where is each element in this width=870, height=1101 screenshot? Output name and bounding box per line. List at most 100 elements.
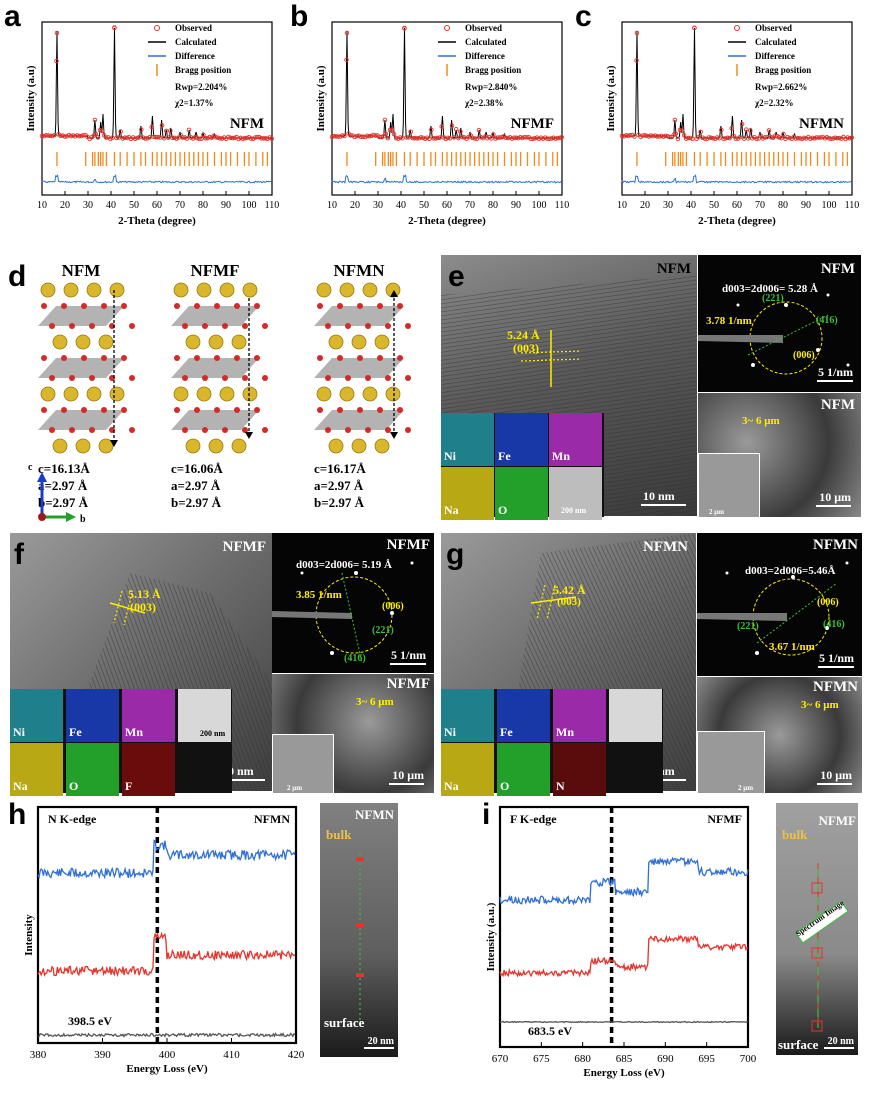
observed-point bbox=[435, 135, 440, 141]
x-tick-label: 100 bbox=[822, 200, 837, 211]
observed-point bbox=[456, 135, 461, 141]
panel-label-f: f bbox=[14, 538, 24, 571]
o-atom bbox=[121, 303, 127, 309]
observed-point bbox=[787, 135, 792, 141]
x-axis-label: 2-Theta (degree) bbox=[118, 215, 196, 227]
observed-point bbox=[824, 135, 830, 140]
x-tick-label: 400 bbox=[159, 1049, 176, 1061]
observed-point bbox=[727, 135, 732, 141]
observed-point bbox=[132, 136, 138, 142]
eds-map-haadf bbox=[178, 689, 231, 742]
observed-point bbox=[549, 136, 554, 141]
saed-221: (221) bbox=[762, 293, 784, 304]
na-atom bbox=[231, 438, 247, 454]
na-atom bbox=[385, 386, 401, 402]
legend-difference: Difference bbox=[465, 51, 505, 61]
crystal-structures: NFM c=16.13Å a=2.97 Å b=2.97 Å NFMF c=16.06Å a… bbox=[28, 261, 411, 525]
o-atom bbox=[41, 355, 47, 361]
o-atom bbox=[405, 375, 411, 381]
observed-point bbox=[657, 134, 662, 139]
plot-frame bbox=[41, 21, 273, 196]
saed-006: (006) bbox=[817, 597, 839, 608]
observed-point bbox=[673, 131, 679, 136]
chi2-value: χ2=2.32% bbox=[754, 98, 794, 108]
panel-label-b: b bbox=[290, 0, 309, 33]
legend-difference: Difference bbox=[175, 51, 215, 61]
observed-point bbox=[619, 133, 625, 139]
saed-d-spacing: d003=2d006=5.46Å bbox=[745, 565, 836, 577]
o-atom bbox=[317, 355, 323, 361]
o-atom bbox=[357, 355, 363, 361]
na-atom bbox=[362, 282, 378, 298]
observed-point bbox=[650, 133, 656, 139]
na-atom bbox=[109, 282, 125, 298]
observed-point bbox=[95, 135, 101, 140]
bulk-label: bulk bbox=[326, 827, 352, 842]
observed-point bbox=[333, 134, 339, 139]
lattice-c: c=16.06Å bbox=[171, 461, 223, 476]
axis-b-head bbox=[66, 512, 76, 522]
observed-point bbox=[54, 30, 60, 36]
x-tick-label: 420 bbox=[288, 1049, 305, 1061]
observed-point bbox=[756, 136, 761, 141]
o-atom bbox=[61, 355, 67, 361]
na-atom bbox=[185, 438, 201, 454]
transition-metal-layer bbox=[171, 410, 259, 430]
observed-point bbox=[137, 135, 142, 140]
structure-title: NFMF bbox=[190, 261, 239, 280]
sem-title: NFMN bbox=[813, 679, 858, 695]
na-atom bbox=[242, 282, 258, 298]
transition-metal-layer bbox=[38, 410, 124, 430]
fringe-spacing: 5.42 Å bbox=[553, 583, 586, 597]
observed-point bbox=[269, 136, 275, 141]
eds-scale: 200 nm bbox=[200, 729, 226, 738]
observed-point bbox=[52, 132, 57, 138]
legend-bragg: Bragg position bbox=[175, 65, 231, 75]
mid-spectrum bbox=[499, 934, 749, 978]
surface-spectrum bbox=[37, 1032, 296, 1038]
observed-point bbox=[242, 135, 248, 141]
o-atom bbox=[397, 355, 403, 361]
observed-point bbox=[252, 135, 258, 140]
stem-scale-label: 20 nm bbox=[827, 1036, 854, 1047]
observed-point bbox=[652, 133, 658, 138]
observed-point bbox=[733, 136, 739, 141]
sem-scale-label: 10 μm bbox=[819, 490, 851, 504]
x-tick-label: 700 bbox=[740, 1053, 757, 1065]
bulk-spectrum bbox=[37, 839, 296, 880]
arrow-head bbox=[390, 432, 398, 439]
observed-point bbox=[777, 135, 782, 140]
scale-bar bbox=[641, 504, 686, 506]
sem-size: 3~ 6 μm bbox=[356, 696, 394, 708]
y-axis-label: Intensity (a.u.) bbox=[485, 902, 497, 971]
x-tick-label: 390 bbox=[94, 1049, 111, 1061]
saed-scale-label: 5 1/nm bbox=[818, 651, 854, 665]
na-atom bbox=[362, 386, 378, 402]
panel-label-i: i bbox=[482, 798, 491, 831]
observed-point bbox=[77, 133, 82, 139]
x-tick-label: 70 bbox=[465, 200, 475, 211]
o-atom bbox=[345, 375, 351, 381]
o-atom bbox=[81, 303, 87, 309]
observed-point bbox=[476, 127, 482, 133]
o-atom bbox=[49, 375, 55, 381]
saed-416: (416) bbox=[344, 653, 366, 664]
surface-spectrum bbox=[500, 1020, 749, 1024]
observed-point bbox=[408, 129, 413, 134]
transition-metal-layer bbox=[314, 358, 404, 378]
observed-point bbox=[391, 131, 397, 137]
o-atom bbox=[357, 407, 363, 413]
o-atom bbox=[254, 407, 260, 413]
observed-point bbox=[163, 128, 169, 134]
saed-d-spacing: d003=2d006= 5.19 Å bbox=[296, 559, 392, 571]
observed-point bbox=[240, 136, 246, 141]
observed-point bbox=[495, 135, 500, 140]
o-atom bbox=[345, 427, 351, 433]
eds-map-fe: Fe bbox=[497, 689, 550, 742]
legend-observed-marker bbox=[444, 25, 450, 31]
sample-name: NFMN bbox=[799, 116, 844, 132]
legend-observed: Observed bbox=[175, 23, 212, 33]
observed-point bbox=[634, 58, 639, 63]
observed-point bbox=[513, 135, 519, 140]
observed-point bbox=[184, 136, 190, 141]
